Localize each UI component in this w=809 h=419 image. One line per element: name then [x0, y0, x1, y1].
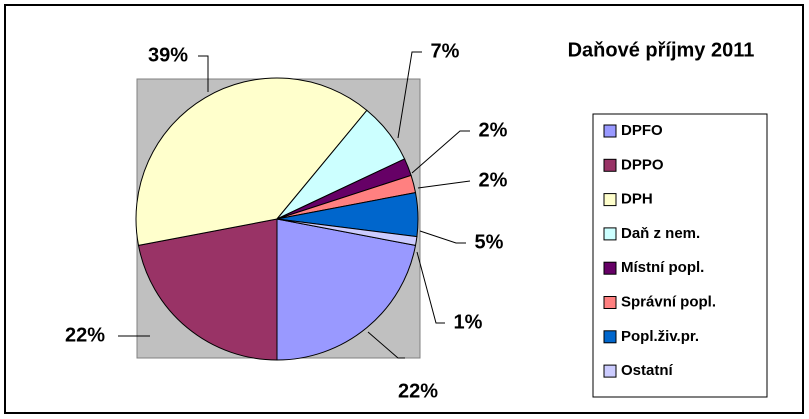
pie-slice: [137, 218, 278, 361]
legend-label: DPPO: [621, 156, 664, 173]
leader-line: [397, 51, 422, 139]
data-label: 1%: [454, 311, 483, 333]
chart-title: Daňové příjmy 2011: [568, 39, 755, 61]
legend: [592, 113, 768, 398]
leader-line: [198, 55, 209, 92]
legend-swatch: [603, 330, 617, 344]
legend-swatch: [603, 261, 617, 275]
leader-line: [411, 130, 470, 174]
pie-slice: [135, 77, 368, 247]
legend-swatch: [603, 364, 617, 378]
legend-swatch: [603, 227, 617, 241]
legend-swatch: [603, 193, 617, 207]
leader-line: [367, 331, 405, 359]
data-label: 2%: [479, 169, 508, 191]
legend-label: Popl.živ.pr.: [621, 328, 699, 345]
pie-slice: [276, 218, 417, 361]
leader-line: [417, 180, 471, 189]
legend-label: DPH: [621, 191, 653, 208]
legend-swatch: [603, 158, 617, 172]
data-label: 5%: [475, 231, 504, 253]
legend-label: Místní popl.: [621, 259, 704, 276]
data-label: 22%: [398, 380, 438, 402]
legend-label: Daň z nem.: [621, 225, 700, 242]
leader-line: [419, 230, 466, 244]
legend-label: Ostatní: [621, 362, 674, 379]
legend-swatch: [603, 124, 617, 138]
legend-label: DPFO: [621, 122, 663, 139]
legend-swatch: [603, 296, 617, 309]
data-label: 22%: [65, 324, 105, 346]
pie-slice: [276, 218, 418, 247]
data-label: 2%: [479, 119, 508, 141]
data-label: 39%: [148, 44, 188, 66]
data-label: 7%: [431, 40, 460, 62]
legend-label: Správní popl.: [621, 293, 716, 310]
leader-line: [416, 251, 445, 324]
